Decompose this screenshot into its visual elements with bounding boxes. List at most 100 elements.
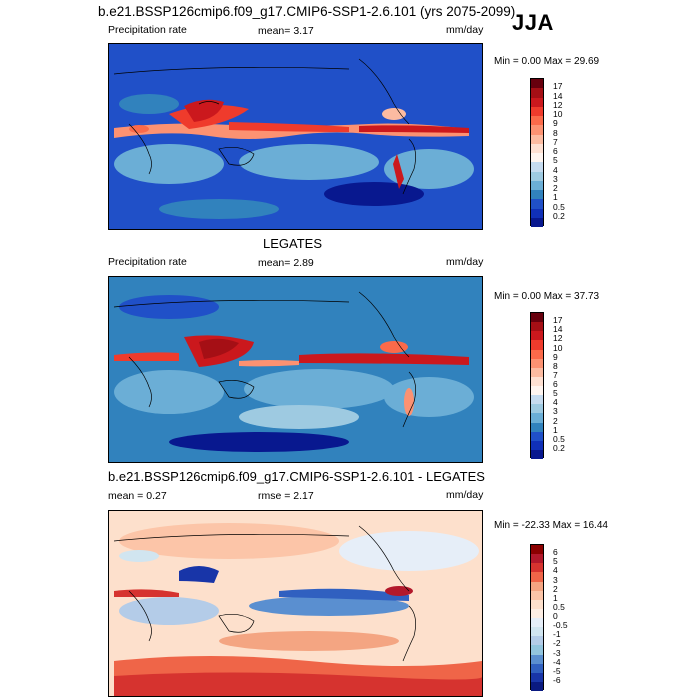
colorbar-segment	[531, 331, 543, 341]
panel3-minmax-label: Min = -22.33 Max = 16.44	[494, 520, 608, 531]
colorbar-tick-label: 4	[553, 164, 558, 175]
colorbar-segment	[531, 313, 543, 323]
colorbar-segment	[531, 618, 543, 628]
colorbar-segment	[531, 554, 543, 564]
panel1-map	[108, 43, 483, 230]
colorbar-tick-label: 7	[553, 369, 558, 380]
colorbar-segment	[531, 322, 543, 332]
colorbar-segment	[531, 217, 543, 227]
colorbar-tick-label: 12	[553, 333, 563, 344]
colorbar-segment	[531, 97, 543, 107]
panel1-colorbar	[530, 78, 544, 227]
colorbar-segment	[531, 153, 543, 163]
season-label: JJA	[512, 10, 554, 35]
colorbar-tick-label: 5	[553, 155, 558, 166]
colorbar-tick-label: -5	[553, 665, 561, 676]
colorbar-tick-label: 1	[553, 192, 558, 203]
colorbar-segment	[531, 340, 543, 350]
colorbar-segment	[531, 171, 543, 181]
colorbar-segment	[531, 143, 543, 153]
panel3-rmse-label: rmse = 2.17	[258, 490, 314, 502]
colorbar-segment	[531, 395, 543, 405]
colorbar-tick-label: 17	[553, 81, 563, 92]
colorbar-segment	[531, 431, 543, 441]
colorbar-tick-label: 12	[553, 99, 563, 110]
panel1-minmax-label: Min = 0.00 Max = 29.69	[494, 56, 600, 67]
colorbar-tick-label: 4	[553, 397, 558, 408]
panel2-precip-field	[109, 277, 482, 462]
panel3-colorbar	[530, 544, 544, 691]
colorbar-segment	[531, 180, 543, 190]
colorbar-tick-label: 0.2	[553, 442, 565, 453]
colorbar-tick-label: 1	[553, 424, 558, 435]
panel2-units-label: mm/day	[446, 256, 484, 268]
colorbar-segment	[531, 672, 543, 682]
colorbar-tick-label: -4	[553, 656, 561, 667]
colorbar-tick-label: 1	[553, 592, 558, 603]
colorbar-segment	[531, 190, 543, 200]
colorbar-segment	[531, 590, 543, 600]
colorbar-tick-label: 6	[553, 547, 558, 558]
colorbar-segment	[531, 367, 543, 377]
colorbar-tick-label: -6	[553, 674, 561, 685]
colorbar-segment	[531, 449, 543, 459]
colorbar-tick-label: 14	[553, 90, 563, 101]
colorbar-tick-label: 3	[553, 406, 558, 417]
colorbar-segment	[531, 599, 543, 609]
colorbar-tick-label: 0.5	[553, 433, 565, 444]
colorbar-segment	[531, 581, 543, 591]
colorbar-segment	[531, 79, 543, 89]
panel2-minmax-label: Min = 0.00 Max = 37.73	[494, 291, 600, 302]
colorbar-tick-label: 3	[553, 173, 558, 184]
colorbar-segment	[531, 199, 543, 209]
panel3-mean-label: mean = 0.27	[108, 490, 167, 502]
colorbar-tick-label: -2	[553, 638, 561, 649]
colorbar-tick-label: 9	[553, 351, 558, 362]
colorbar-tick-label: 0.5	[553, 601, 565, 612]
colorbar-segment	[531, 134, 543, 144]
colorbar-tick-label: 6	[553, 379, 558, 389]
colorbar-tick-label: 9	[553, 118, 558, 129]
panel3-map	[108, 510, 483, 697]
colorbar-segment	[531, 654, 543, 664]
panel2-colorbar	[530, 312, 544, 459]
colorbar-segment	[531, 663, 543, 673]
colorbar-tick-label: 2	[553, 183, 558, 193]
panel1-units-label: mm/day	[446, 24, 484, 36]
colorbar-tick-label: 0.2	[553, 210, 565, 221]
colorbar-segment	[531, 404, 543, 414]
colorbar-segment	[531, 422, 543, 432]
colorbar-tick-label: 5	[553, 388, 558, 399]
colorbar-tick-label: 8	[553, 360, 558, 371]
panel1-precip-field	[109, 44, 482, 229]
colorbar-tick-label: -1	[553, 629, 561, 640]
colorbar-segment	[531, 440, 543, 450]
colorbar-tick-label: -0.5	[553, 620, 568, 631]
colorbar-segment	[531, 162, 543, 172]
colorbar-segment	[531, 349, 543, 359]
colorbar-segment	[531, 608, 543, 618]
colorbar-segment	[531, 125, 543, 135]
colorbar-segment	[531, 413, 543, 423]
colorbar-tick-label: 5	[553, 556, 558, 567]
colorbar-segment	[531, 386, 543, 396]
colorbar-tick-label: -3	[553, 647, 561, 658]
colorbar-tick-label: 0.5	[553, 201, 565, 212]
colorbar-tick-label: 2	[553, 583, 558, 594]
panel1-variable-label: Precipitation rate	[108, 24, 187, 36]
colorbar-tick-label: 2	[553, 415, 558, 426]
panel3-section-title: b.e21.BSSP126cmip6.f09_g17.CMIP6-SSP1-2.…	[108, 469, 485, 484]
colorbar-segment	[531, 681, 543, 691]
colorbar-tick-label: 10	[553, 342, 563, 353]
colorbar-tick-label: 7	[553, 136, 558, 147]
colorbar-tick-label: 10	[553, 109, 563, 119]
panel3-diff-field	[109, 511, 482, 696]
colorbar-segment	[531, 627, 543, 637]
colorbar-segment	[531, 572, 543, 582]
colorbar-tick-label: 14	[553, 324, 563, 335]
colorbar-tick-label: 6	[553, 146, 558, 156]
colorbar-segment	[531, 88, 543, 98]
colorbar-segment	[531, 636, 543, 646]
panel2-section-title: LEGATES	[263, 236, 323, 251]
colorbar-segment	[531, 563, 543, 573]
